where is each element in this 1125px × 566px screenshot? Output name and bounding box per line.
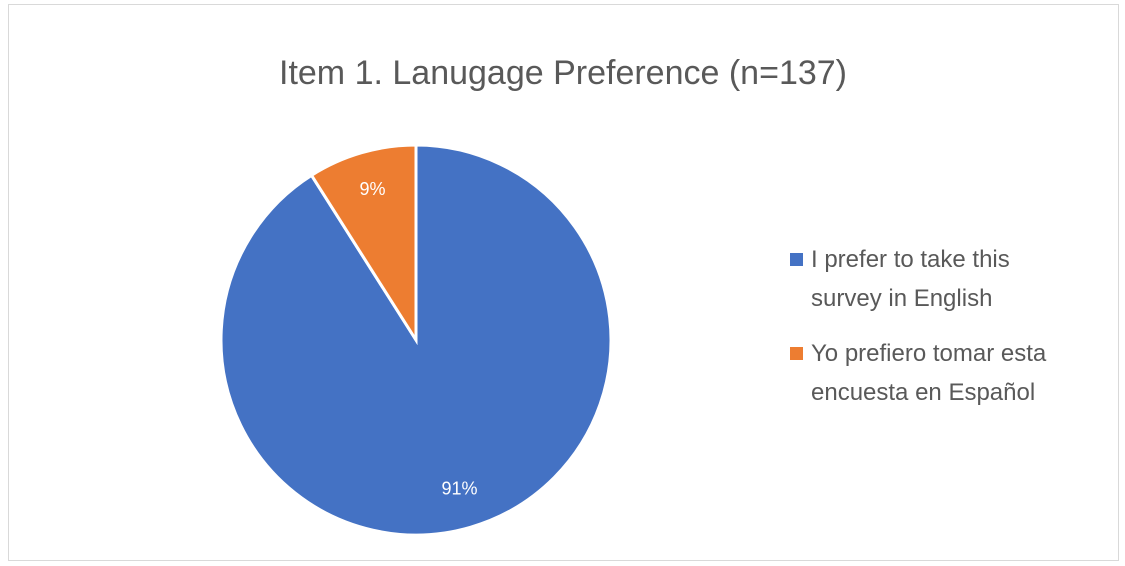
- data-label: 9%: [359, 179, 385, 199]
- chart-title: Item 1. Lanugage Preference (n=137): [279, 54, 847, 92]
- data-label: 91%: [442, 479, 478, 499]
- legend-item: Yo prefiero tomar esta encuesta en Españ…: [790, 334, 1090, 412]
- pie-slice: [309, 143, 418, 346]
- legend-swatch: [790, 347, 803, 360]
- legend-label: Yo prefiero tomar esta encuesta en Españ…: [811, 340, 1047, 406]
- legend-item: I prefer to take this survey in English: [790, 240, 1090, 318]
- legend-swatch: [790, 253, 803, 266]
- legend-label: I prefer to take this survey in English: [811, 246, 1010, 312]
